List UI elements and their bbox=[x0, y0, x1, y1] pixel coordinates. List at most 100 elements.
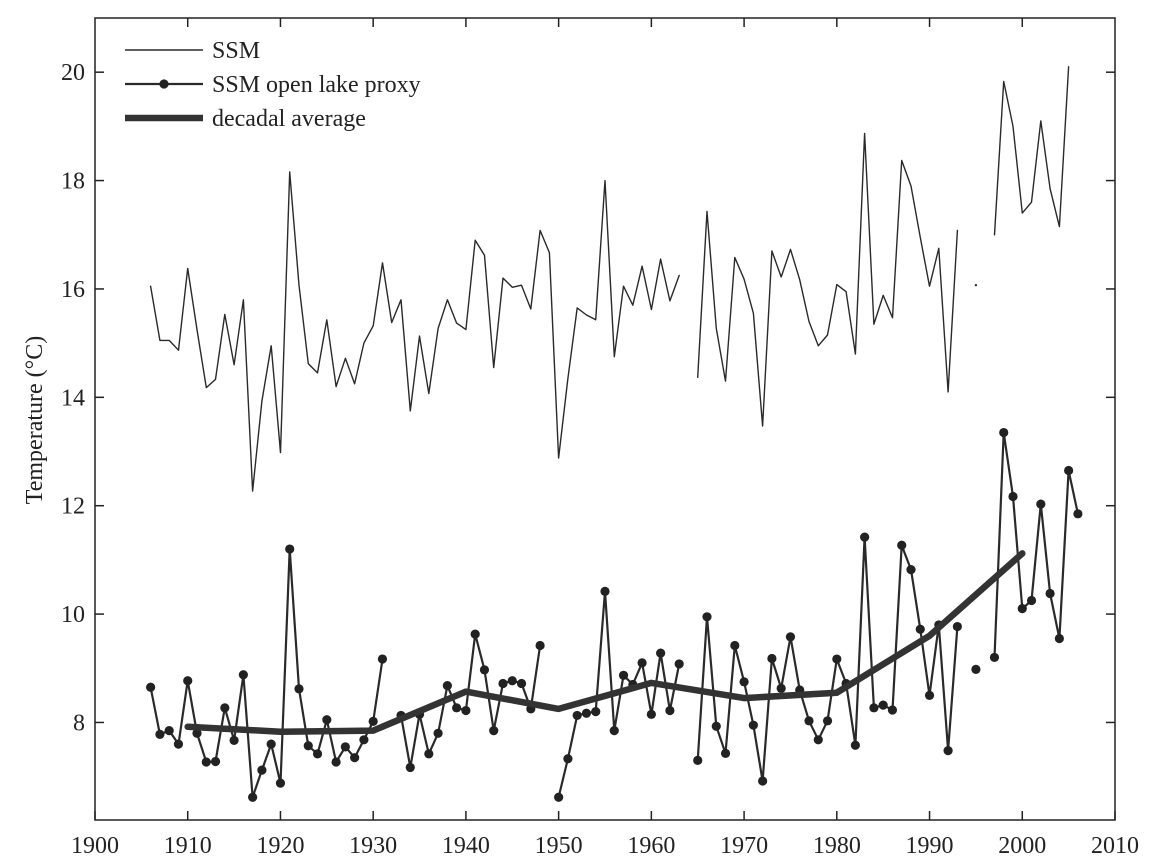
series-ssm-open-lake-proxy bbox=[146, 427, 1083, 802]
x-tick-label: 1930 bbox=[349, 833, 397, 859]
data-point bbox=[869, 703, 879, 713]
legend-label: SSM open lake proxy bbox=[212, 72, 421, 98]
y-tick-label: 8 bbox=[73, 710, 85, 736]
data-point bbox=[637, 658, 647, 668]
data-point bbox=[1026, 595, 1037, 606]
y-tick-label: 18 bbox=[61, 169, 85, 195]
data-point bbox=[878, 700, 888, 710]
data-point bbox=[424, 749, 434, 759]
legend-label: SSM bbox=[212, 38, 260, 64]
data-point bbox=[303, 741, 313, 751]
data-point bbox=[322, 715, 332, 725]
y-tick-label: 14 bbox=[61, 385, 85, 411]
data-point bbox=[822, 716, 833, 726]
data-point bbox=[516, 678, 527, 689]
data-point bbox=[702, 612, 712, 622]
data-point bbox=[1073, 509, 1083, 519]
data-point bbox=[693, 755, 703, 765]
data-point bbox=[739, 677, 749, 687]
data-point bbox=[164, 725, 174, 736]
data-point bbox=[952, 621, 962, 632]
data-point bbox=[720, 748, 731, 758]
series-line bbox=[399, 632, 542, 769]
data-point bbox=[646, 709, 656, 719]
data-point bbox=[146, 682, 156, 692]
data-point bbox=[915, 624, 925, 634]
series-ssm bbox=[149, 66, 1070, 492]
data-point bbox=[897, 540, 907, 550]
data-point bbox=[248, 792, 258, 802]
series-layer bbox=[146, 66, 1083, 802]
data-point bbox=[971, 664, 981, 674]
data-point bbox=[563, 754, 573, 764]
data-point bbox=[758, 776, 768, 786]
data-point bbox=[804, 716, 814, 726]
data-point bbox=[674, 659, 684, 669]
data-point bbox=[618, 670, 629, 680]
data-point bbox=[767, 653, 777, 664]
x-tick-label: 1910 bbox=[164, 833, 212, 859]
x-tick-label: 1900 bbox=[71, 833, 119, 859]
data-point bbox=[600, 586, 610, 596]
data-point bbox=[498, 678, 508, 689]
data-point bbox=[229, 735, 239, 745]
data-point bbox=[832, 654, 842, 664]
data-point bbox=[554, 792, 564, 802]
data-point bbox=[1054, 633, 1064, 644]
data-point bbox=[665, 705, 675, 716]
series-line bbox=[993, 66, 1070, 236]
y-axis-title-unit: (°C) bbox=[22, 336, 48, 378]
data-point bbox=[748, 720, 758, 730]
data-point bbox=[155, 729, 165, 739]
data-point bbox=[776, 683, 786, 693]
data-point bbox=[1064, 465, 1074, 476]
x-tick-label: 1970 bbox=[720, 833, 768, 859]
data-point bbox=[850, 740, 860, 750]
data-point bbox=[906, 565, 916, 575]
data-point bbox=[266, 739, 276, 749]
y-axis-title: Temperature (°C) bbox=[22, 336, 48, 505]
data-point bbox=[479, 665, 490, 675]
data-point bbox=[887, 705, 898, 715]
data-point bbox=[813, 735, 823, 745]
data-point bbox=[405, 762, 415, 773]
x-tick-label: 1960 bbox=[627, 833, 675, 859]
data-point bbox=[1036, 499, 1046, 509]
data-point bbox=[656, 648, 666, 658]
data-point bbox=[359, 735, 369, 745]
x-tick-label: 1990 bbox=[906, 833, 954, 859]
data-point bbox=[860, 532, 870, 542]
legend: SSM SSM open lake proxy decadal average bbox=[125, 38, 421, 132]
data-point bbox=[581, 708, 592, 718]
x-axis: 1900 1910 1920 1930 1940 1950 1960 1970 1980 1990… bbox=[71, 18, 1139, 859]
y-axis: 8 10 12 14 16 18 20 bbox=[61, 60, 1115, 736]
data-point bbox=[609, 725, 619, 736]
data-point bbox=[340, 742, 350, 752]
x-tick-label: 2010 bbox=[1091, 833, 1139, 859]
y-tick-label: 20 bbox=[61, 60, 85, 86]
data-point bbox=[238, 670, 248, 680]
legend-label: decadal average bbox=[212, 106, 366, 132]
data-point bbox=[452, 703, 462, 713]
data-point bbox=[183, 676, 193, 686]
data-point bbox=[210, 756, 221, 767]
data-point bbox=[350, 753, 360, 763]
y-tick-label: 10 bbox=[61, 602, 85, 628]
y-tick-label: 16 bbox=[61, 277, 85, 303]
series-line bbox=[697, 132, 959, 427]
x-tick-label: 1920 bbox=[256, 833, 304, 859]
data-point bbox=[442, 681, 452, 691]
data-point bbox=[294, 684, 304, 694]
series-line bbox=[184, 550, 1026, 735]
data-point bbox=[1008, 491, 1018, 502]
series-point bbox=[974, 283, 978, 287]
data-point bbox=[730, 640, 740, 651]
data-point bbox=[257, 765, 267, 775]
data-point bbox=[711, 721, 721, 731]
legend-marker bbox=[159, 79, 169, 89]
series-line bbox=[149, 171, 680, 492]
data-point bbox=[331, 757, 341, 767]
y-axis-title-text: Temperature bbox=[22, 383, 48, 504]
